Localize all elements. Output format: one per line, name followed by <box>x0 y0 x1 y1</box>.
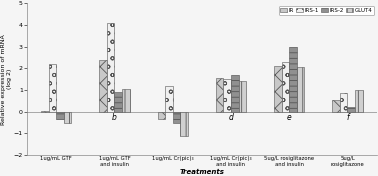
Y-axis label: Relative expression of mRNA
(log 2): Relative expression of mRNA (log 2) <box>2 34 12 125</box>
Bar <box>115 92 122 112</box>
Bar <box>297 67 304 112</box>
Bar <box>355 90 363 112</box>
Bar <box>158 112 165 119</box>
Bar <box>274 66 282 112</box>
Bar <box>332 100 340 112</box>
Bar <box>347 107 355 112</box>
Bar <box>64 112 71 122</box>
Bar <box>216 78 223 112</box>
X-axis label: Treatments: Treatments <box>180 169 224 175</box>
Bar <box>41 111 48 112</box>
Bar <box>165 86 173 112</box>
Bar <box>180 112 188 136</box>
Bar <box>173 112 180 122</box>
Bar <box>340 93 347 112</box>
Bar <box>231 75 239 112</box>
Text: b: b <box>112 114 117 122</box>
Text: d: d <box>228 114 233 122</box>
Bar <box>56 112 64 119</box>
Text: f: f <box>346 114 349 122</box>
Bar <box>48 64 56 112</box>
Legend: IR, IRS-1, IRS-2, GLUT4: IR, IRS-1, IRS-2, GLUT4 <box>279 6 374 15</box>
Bar <box>239 81 246 112</box>
Bar <box>99 60 107 112</box>
Bar <box>122 89 130 112</box>
Bar <box>289 47 297 112</box>
Bar <box>107 23 115 112</box>
Text: e: e <box>287 114 291 122</box>
Bar <box>282 62 289 112</box>
Bar <box>223 79 231 112</box>
